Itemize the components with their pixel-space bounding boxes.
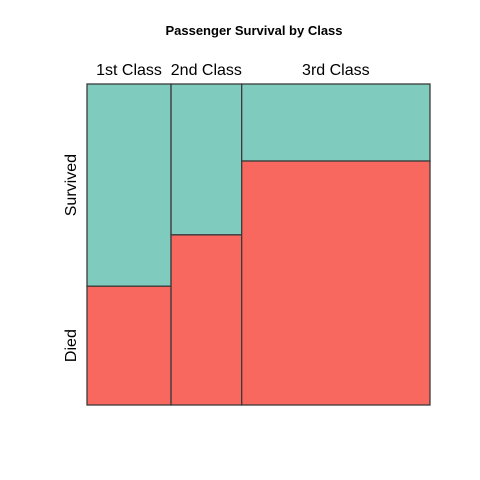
tile-survived-1st-class: [86, 83, 172, 287]
column-label-1st-class: 1st Class: [96, 62, 162, 79]
row-label-survived: Survived: [63, 154, 80, 216]
tile-survived-3rd-class: [241, 83, 431, 162]
column-label-3rd-class: 3rd Class: [302, 62, 370, 79]
mosaic-tiles: [86, 83, 431, 406]
tile-died-3rd-class: [241, 160, 431, 406]
column-label-2nd-class: 2nd Class: [171, 62, 242, 79]
tile-died-1st-class: [86, 285, 172, 406]
tile-died-2nd-class: [170, 234, 243, 406]
chart-title: Passenger Survival by Class: [165, 23, 342, 38]
column-labels: 1st Class 2nd Class 3rd Class: [96, 62, 370, 79]
row-labels: Survived Died: [63, 154, 80, 362]
tile-survived-2nd-class: [170, 83, 243, 236]
row-label-died: Died: [63, 329, 80, 362]
